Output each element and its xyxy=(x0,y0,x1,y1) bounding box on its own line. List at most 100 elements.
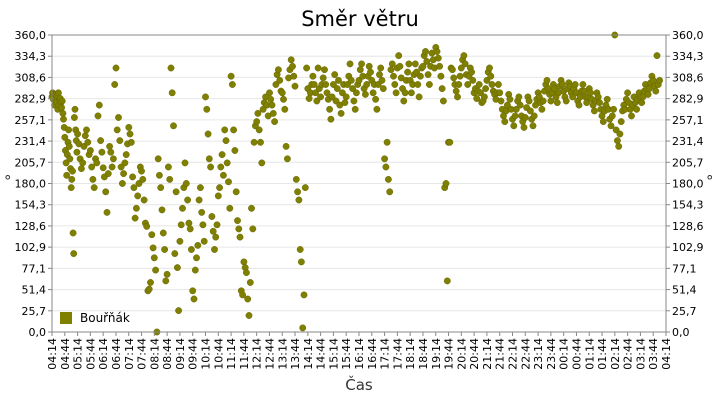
data-point xyxy=(162,277,170,285)
data-point xyxy=(400,97,408,105)
data-point xyxy=(59,110,67,117)
data-point xyxy=(71,114,78,121)
data-point xyxy=(259,105,267,113)
data-point xyxy=(143,222,151,230)
data-point xyxy=(230,126,238,134)
data-point xyxy=(381,155,388,163)
data-point xyxy=(65,142,73,150)
data-point xyxy=(125,124,133,131)
x-tick-label: 22:14 xyxy=(507,338,520,370)
data-point xyxy=(433,48,441,55)
x-tick-label: 16:44 xyxy=(366,338,379,370)
data-point xyxy=(295,196,303,204)
data-point xyxy=(351,105,359,113)
x-tick-label: 03:44 xyxy=(647,338,660,370)
data-point xyxy=(587,89,594,97)
data-point xyxy=(547,97,555,105)
data-point xyxy=(257,138,264,146)
data-point xyxy=(184,196,192,204)
data-point xyxy=(167,64,175,72)
y-tick-label-right: 0,0 xyxy=(672,326,690,339)
data-point xyxy=(157,184,165,192)
y-tick-label-right: 334,3 xyxy=(672,50,704,63)
x-tick-label: 04:44 xyxy=(59,338,72,370)
x-tick-label: 00:44 xyxy=(570,338,583,370)
data-point xyxy=(404,68,411,76)
data-point xyxy=(494,81,502,88)
data-point xyxy=(242,269,250,276)
data-point xyxy=(161,246,169,253)
data-point xyxy=(253,118,261,126)
y-tick-label-right: 51,4 xyxy=(672,284,697,297)
data-point xyxy=(71,105,79,113)
data-point xyxy=(309,72,317,80)
data-point xyxy=(312,89,319,97)
data-point xyxy=(510,122,518,130)
data-point xyxy=(520,124,528,131)
data-point xyxy=(407,89,415,97)
data-point xyxy=(221,126,229,134)
x-tick-label: 07:14 xyxy=(123,338,136,370)
x-tick-label: 09:44 xyxy=(187,338,200,370)
data-point xyxy=(530,112,538,120)
data-point xyxy=(296,246,304,253)
data-point xyxy=(321,66,328,74)
data-point xyxy=(61,133,69,141)
data-point xyxy=(140,196,148,204)
data-point xyxy=(185,219,193,227)
data-point xyxy=(424,71,432,79)
x-tick-label: 04:14 xyxy=(660,338,673,370)
x-tick-label: 19:44 xyxy=(443,338,456,370)
x-tick-label: 22:44 xyxy=(519,338,532,370)
data-point xyxy=(214,192,222,200)
data-point xyxy=(65,126,73,134)
x-tick-label: 20:44 xyxy=(468,338,481,370)
data-point xyxy=(139,175,147,183)
data-point xyxy=(66,155,74,163)
data-point xyxy=(649,77,657,84)
data-point xyxy=(628,112,635,120)
data-point xyxy=(244,295,252,303)
y-tick-label: 0,0 xyxy=(29,326,47,339)
data-point xyxy=(301,184,309,192)
data-point xyxy=(182,180,190,187)
x-tick-label: 23:14 xyxy=(532,338,545,370)
data-point xyxy=(69,167,76,175)
data-point xyxy=(181,159,189,167)
data-point xyxy=(591,107,598,115)
data-point xyxy=(193,254,200,262)
data-point xyxy=(475,81,483,88)
data-point xyxy=(194,241,202,249)
data-point xyxy=(425,81,433,88)
data-point xyxy=(84,138,92,146)
data-point xyxy=(147,279,154,286)
data-point xyxy=(614,137,621,145)
data-point xyxy=(317,93,324,101)
data-point xyxy=(211,246,218,253)
chart-title: Směr větru xyxy=(301,7,419,31)
x-tick-label: 14:14 xyxy=(302,338,315,370)
data-point xyxy=(656,77,663,84)
x-tick-label: 17:44 xyxy=(391,338,404,370)
data-point xyxy=(208,213,216,220)
y-axis-title-right: ° xyxy=(706,172,714,190)
data-point xyxy=(386,188,394,196)
data-point xyxy=(122,151,130,159)
y-tick-label: 180,0 xyxy=(15,178,47,191)
x-tick-label: 02:44 xyxy=(622,338,635,370)
data-point xyxy=(596,99,603,107)
data-point xyxy=(228,81,236,88)
data-point xyxy=(405,60,413,68)
x-tick-label: 06:14 xyxy=(97,338,110,370)
x-tick-label: 21:44 xyxy=(494,338,507,370)
x-tick-label: 15:14 xyxy=(327,338,340,370)
data-point xyxy=(342,93,350,101)
data-point xyxy=(119,180,126,187)
data-point xyxy=(266,89,273,97)
data-point xyxy=(55,89,62,97)
data-point xyxy=(376,71,383,79)
data-point xyxy=(271,118,278,126)
data-point xyxy=(73,148,81,156)
x-tick-label: 11:44 xyxy=(238,338,251,370)
